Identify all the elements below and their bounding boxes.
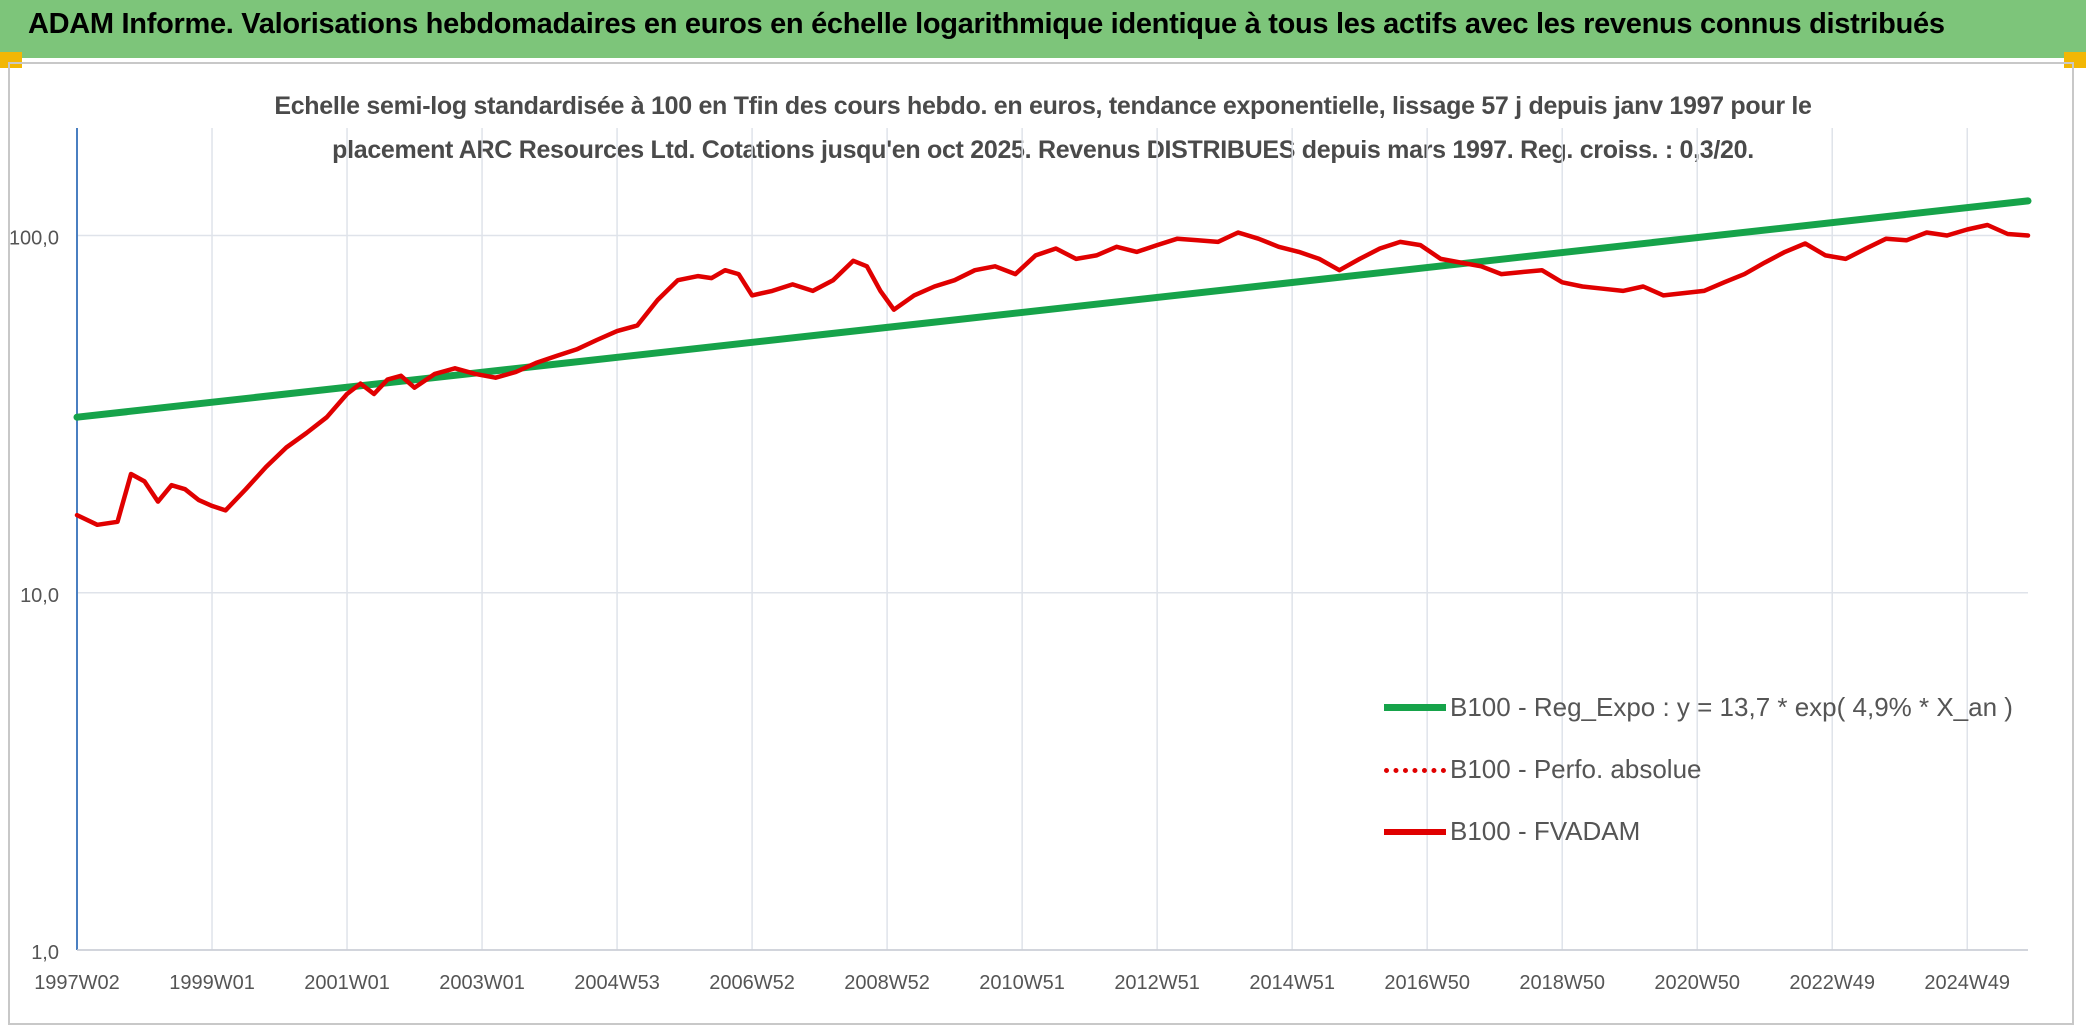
header-banner: ADAM Informe. Valorisations hebdomadaire… bbox=[0, 0, 2086, 58]
legend-label-regression: B100 - Reg_Expo : y = 13,7 * exp( 4,9% *… bbox=[1450, 692, 2013, 722]
legend-label-fvadam: B100 - FVADAM bbox=[1450, 816, 1641, 846]
y-tick-label: 10,0 bbox=[20, 585, 59, 607]
corner-marker-right bbox=[2064, 52, 2086, 68]
x-tick-label: 2018W50 bbox=[1519, 972, 1605, 994]
x-tick-label: 2012W51 bbox=[1114, 972, 1200, 994]
x-tick-label: 2022W49 bbox=[1789, 972, 1875, 994]
legend-swatch-regression bbox=[1384, 704, 1446, 711]
legend-swatch-fvadam bbox=[1384, 829, 1446, 835]
x-tick-label: 1999W01 bbox=[169, 972, 255, 994]
x-tick-label: 1997W02 bbox=[34, 972, 120, 994]
chart-title-line-1: Echelle semi-log standardisée à 100 en T… bbox=[274, 92, 1812, 120]
y-tick-label: 1,0 bbox=[31, 942, 59, 964]
x-tick-label: 2024W49 bbox=[1924, 972, 2010, 994]
chart-title-line-2: placement ARC Resources Ltd. Cotations j… bbox=[332, 136, 1754, 164]
x-tick-label: 2006W52 bbox=[709, 972, 795, 994]
x-tick-label: 2008W52 bbox=[844, 972, 930, 994]
x-tick-label: 2003W01 bbox=[439, 972, 525, 994]
page-title: ADAM Informe. Valorisations hebdomadaire… bbox=[28, 8, 1945, 40]
chart-title: Echelle semi-log standardisée à 100 en T… bbox=[0, 84, 2086, 172]
x-tick-label: 2001W01 bbox=[304, 972, 390, 994]
y-tick-label: 100,0 bbox=[9, 228, 59, 250]
chart-frame bbox=[8, 62, 2074, 1025]
x-tick-label: 2010W51 bbox=[979, 972, 1065, 994]
x-tick-label: 2020W50 bbox=[1654, 972, 1740, 994]
fvadam-line bbox=[74, 222, 2031, 528]
x-tick-label: 2016W50 bbox=[1384, 972, 1470, 994]
regression-line bbox=[73, 197, 2032, 421]
legend-swatch-perfo bbox=[1384, 768, 1446, 773]
x-tick-label: 2004W53 bbox=[574, 972, 660, 994]
corner-marker-left bbox=[0, 52, 22, 68]
x-tick-label: 2014W51 bbox=[1249, 972, 1335, 994]
legend-label-perfo: B100 - Perfo. absolue bbox=[1450, 754, 1702, 784]
